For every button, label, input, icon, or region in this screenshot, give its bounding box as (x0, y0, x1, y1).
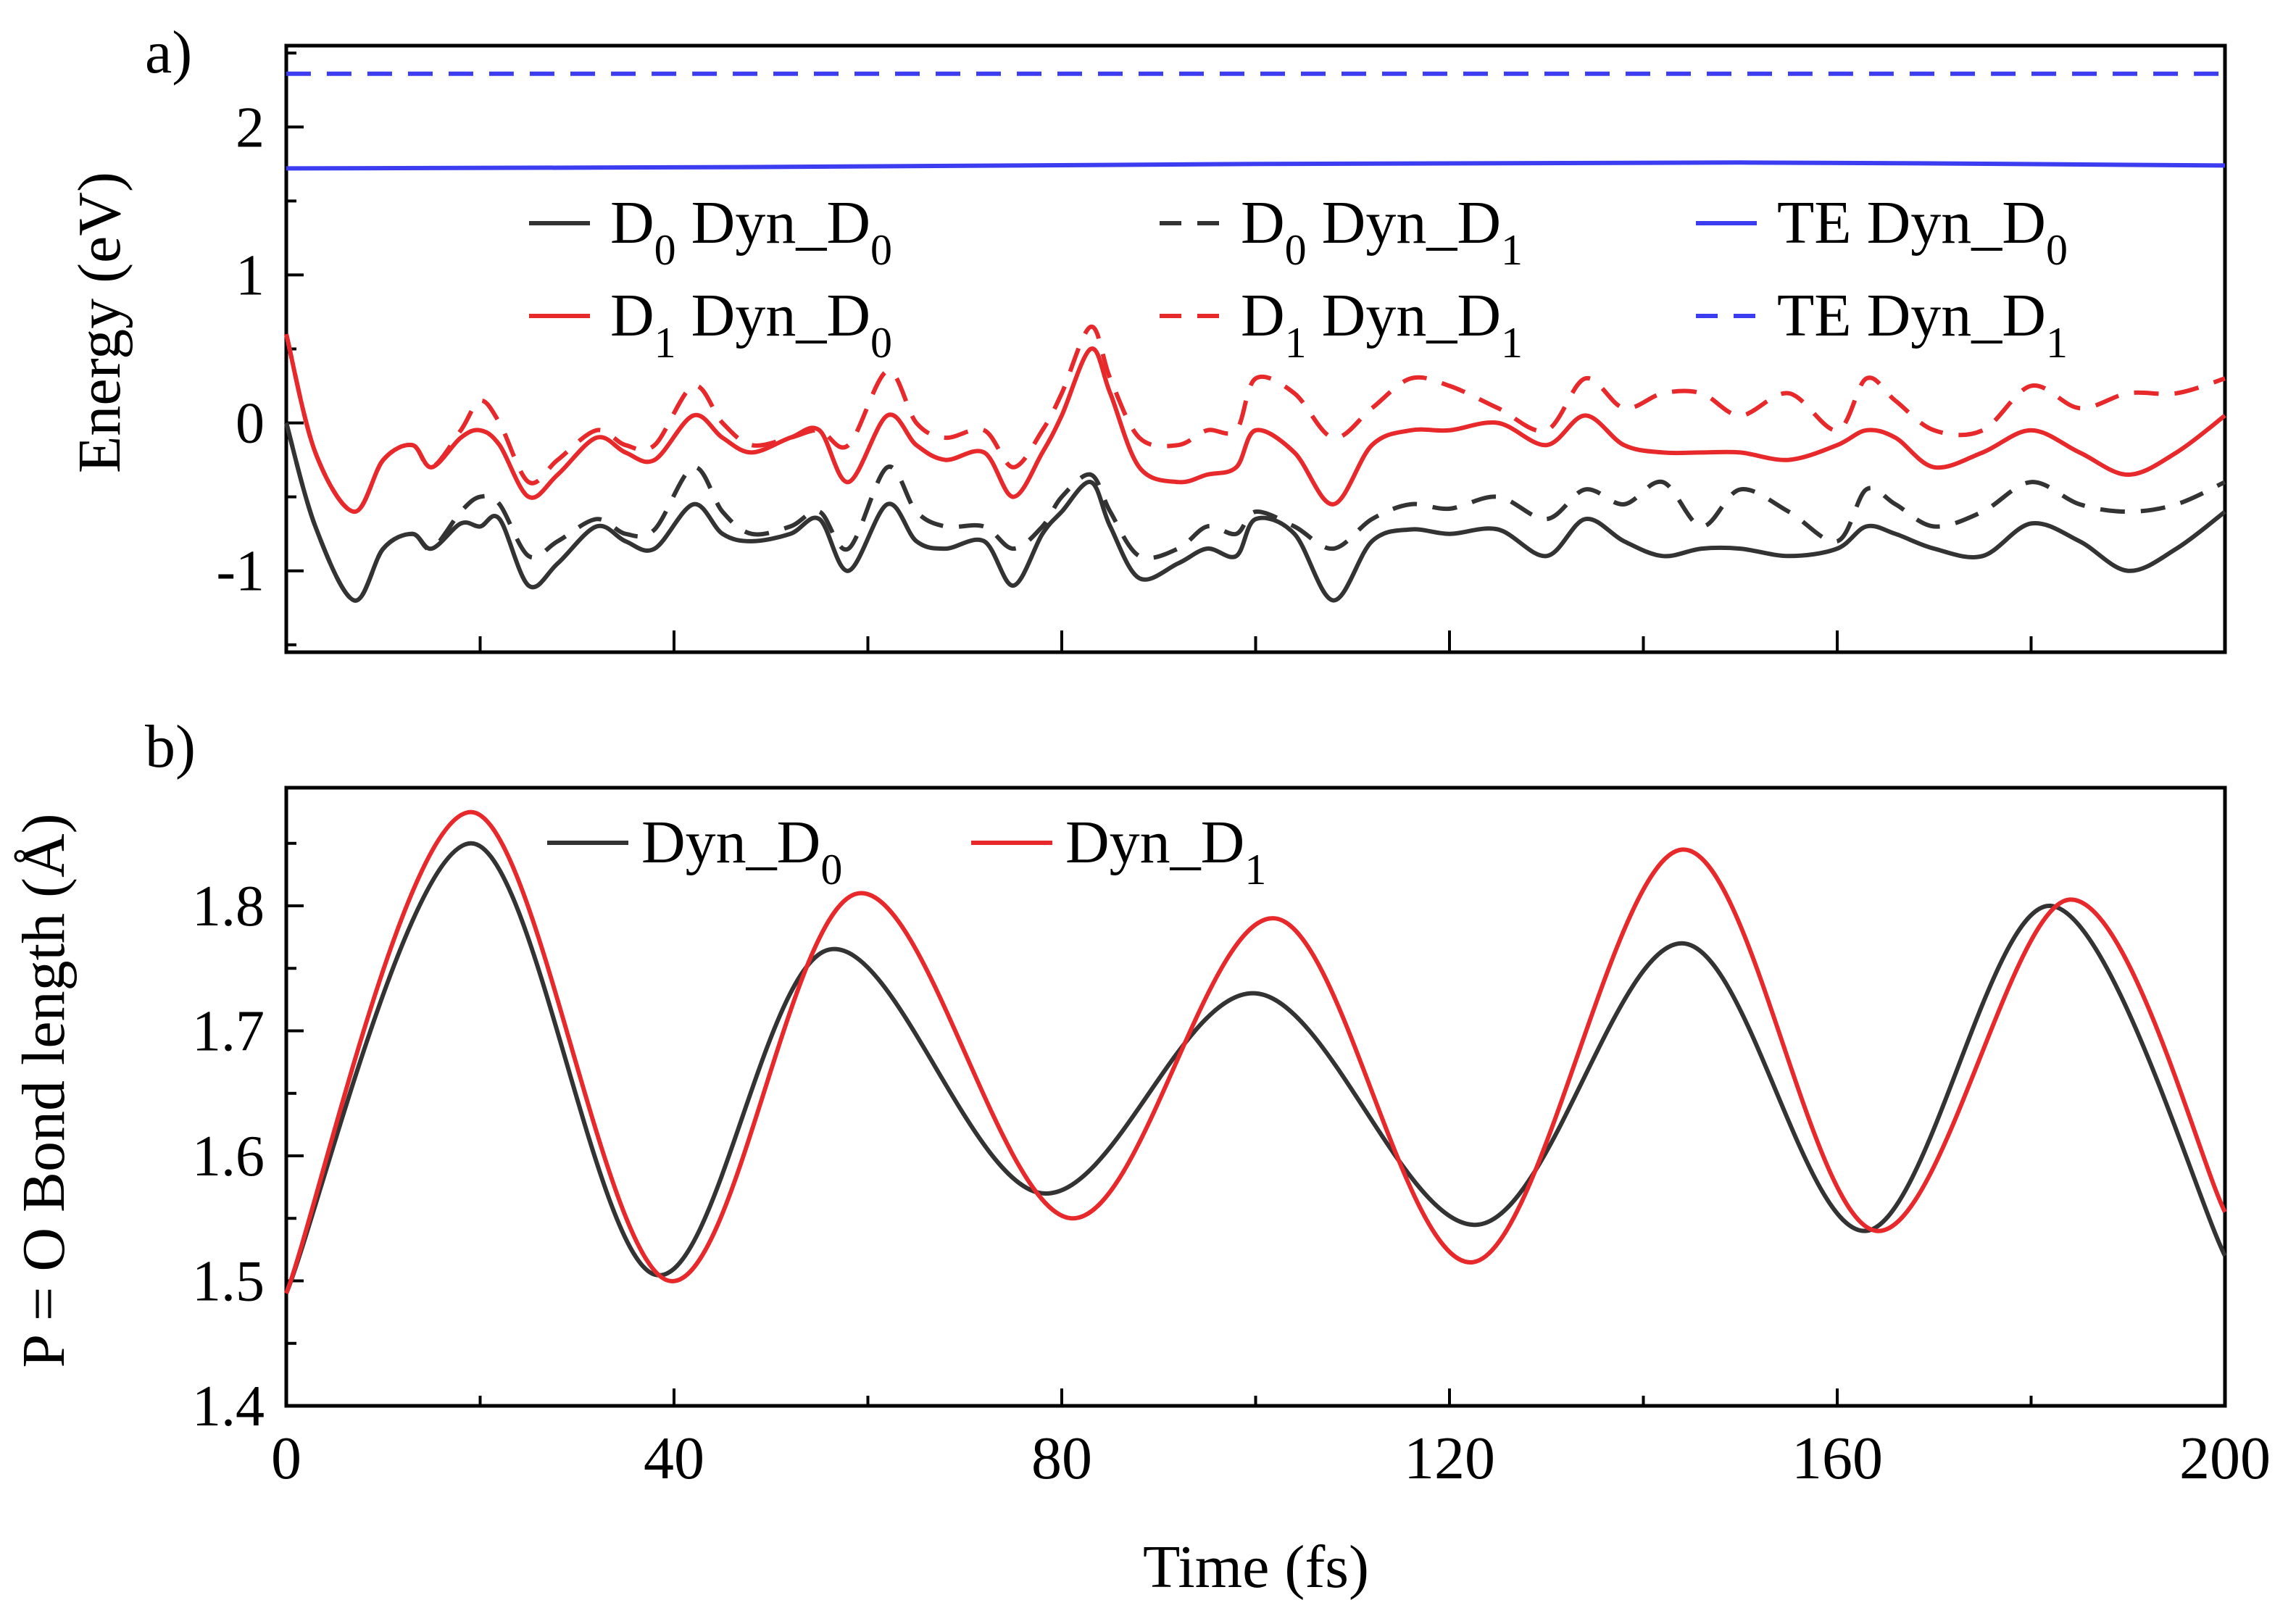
x-axis-label: Time (fs) (1143, 1533, 1369, 1601)
panel-a-y-axis-label: Energy (eV) (66, 172, 133, 473)
legend-label: D1 Dyn_D1 (1241, 282, 1523, 367)
panel-b-y-tick-label: 1.6 (192, 1125, 265, 1188)
panel-b-series-dyn_d1 (284, 809, 2227, 1294)
panel-b-x-tick-label: 200 (2179, 1425, 2271, 1492)
panel-b-y-tick-label: 1.7 (192, 1000, 265, 1064)
panel-b-y-tick-label: 1.5 (192, 1250, 265, 1314)
panel-b-y-tick-label: 1.8 (192, 875, 265, 938)
panel-a-energy-chart: -1 0 1 2 D0 Dyn_D0 D0 Dyn_D1 TE Dyn_D0 D1 Dyn_… (66, 19, 2227, 654)
panel-b-label: b) (145, 713, 196, 780)
legend-label: D0 Dyn_D1 (1241, 189, 1523, 274)
legend-label: D0 Dyn_D0 (610, 189, 892, 274)
panel-a-series-te-dyn_d0 (286, 160, 2226, 171)
panel-a-series-d1-dyn_d0 (284, 333, 2226, 515)
panel-b-y-tick-label: 1.4 (192, 1375, 265, 1438)
panel-b-series-dyn_d0 (284, 841, 2227, 1294)
panel-b-x-tick-label: 40 (644, 1425, 704, 1492)
panel-b-y-axis-label: P = O Bond length (Å) (10, 813, 78, 1367)
panel-b-x-tick-label: 80 (1031, 1425, 1092, 1492)
panel-a-series-d1-dyn_d1 (284, 324, 2226, 515)
panel-b-x-tick-label: 0 (271, 1425, 301, 1492)
panel-a-series-d0-dyn_d0 (284, 422, 2226, 603)
panel-b-legend: Dyn_D0 Dyn_D1 (547, 809, 1266, 894)
panel-a-ticks: -1 0 1 2 (216, 51, 2226, 652)
panel-a-y-tick-label: 2 (236, 96, 265, 159)
panel-b-x-tick-label: 160 (1792, 1425, 1883, 1492)
panel-b-series (284, 809, 2227, 1294)
legend-label: TE Dyn_D1 (1777, 282, 2068, 367)
panel-a-y-tick-label: 1 (236, 243, 265, 307)
legend-label: D1 Dyn_D0 (610, 282, 892, 367)
legend-label: TE Dyn_D0 (1777, 189, 2068, 274)
panel-a-y-tick-label: 0 (236, 392, 265, 456)
panel-b-x-tick-label: 120 (1404, 1425, 1495, 1492)
panel-a-legend: D0 Dyn_D0 D0 Dyn_D1 TE Dyn_D0 D1 Dyn_D0 D1 D… (529, 189, 2068, 367)
legend-label: Dyn_D0 (641, 809, 842, 894)
panel-b-ticks: 0 40 80 120 160 200 1.4 1.5 1.6 1.7 1.8 (192, 841, 2271, 1492)
panel-a-label: a) (145, 19, 192, 86)
panel-a-series (284, 71, 2226, 603)
panel-a-series-d0-dyn_d1 (284, 422, 2226, 603)
panel-a-y-tick-label: -1 (216, 540, 265, 604)
legend-label: Dyn_D1 (1065, 809, 1266, 894)
